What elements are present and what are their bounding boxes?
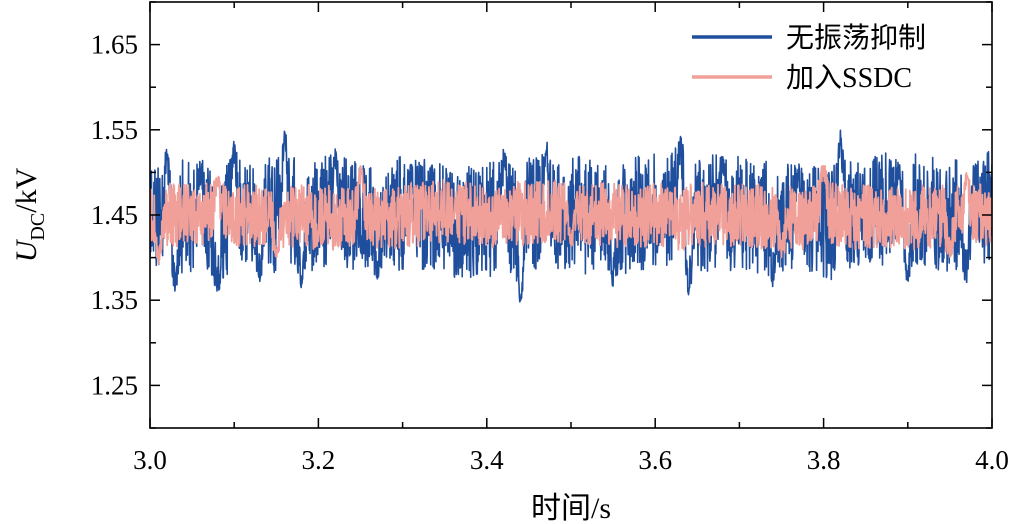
y-tick-label: 1.35 — [91, 285, 138, 315]
x-axis-ticks: 3.0 3.2 3.4 3.6 3.8 4.0 — [133, 2, 1009, 475]
x-tick-label: 3.4 — [470, 445, 504, 475]
x-tick-label: 3.2 — [302, 445, 336, 475]
y-axis-label-main: U — [10, 238, 43, 262]
x-tick-label: 4.0 — [975, 445, 1009, 475]
y-axis-label-sub: DC — [27, 213, 49, 241]
x-axis-label: 时间/s — [531, 492, 611, 524]
y-tick-label: 1.25 — [91, 370, 138, 400]
y-axis-label-unit: /kV — [10, 167, 43, 212]
y-tick-label: 1.55 — [91, 115, 138, 145]
y-axis-ticks: 1.25 1.35 1.45 1.55 1.65 — [91, 1, 992, 429]
legend-label-series-0: 无振荡抑制 — [786, 22, 926, 54]
x-tick-label: 3.0 — [133, 445, 167, 475]
series-line-1 — [150, 165, 992, 265]
series-layer — [150, 129, 992, 303]
x-tick-label: 3.8 — [807, 445, 841, 475]
legend-label-series-1: 加入SSDC — [786, 63, 912, 94]
x-tick-label: 3.6 — [638, 445, 672, 475]
y-tick-label: 1.65 — [91, 30, 138, 60]
y-tick-label: 1.45 — [91, 200, 138, 230]
y-axis-label: UDC/kV — [10, 167, 49, 262]
legend: 无振荡抑制 加入SSDC — [692, 22, 926, 94]
